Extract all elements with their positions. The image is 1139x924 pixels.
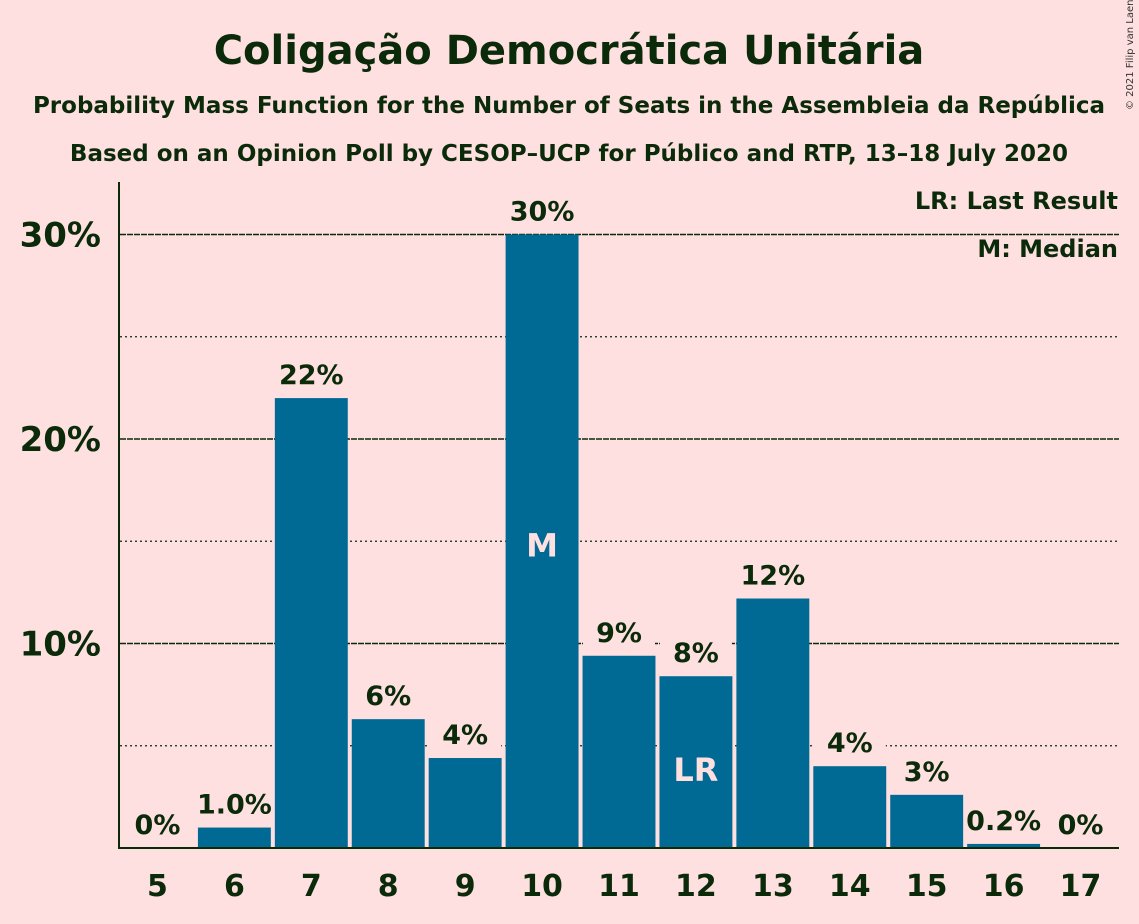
x-tick-label: 14 <box>829 869 871 904</box>
bar-11 <box>582 655 656 848</box>
value-label-14: 4% <box>827 728 873 759</box>
label-backdrop-11 <box>583 609 655 648</box>
label-backdrop-8 <box>352 673 425 712</box>
value-label-5: 0% <box>135 810 181 841</box>
median-marker: M <box>526 526 558 564</box>
bar-7 <box>274 398 348 848</box>
value-label-17: 0% <box>1058 810 1104 841</box>
bar-9 <box>428 758 502 848</box>
bar-12 <box>659 676 733 848</box>
legend-median: M: Median <box>977 235 1118 263</box>
value-label-8: 6% <box>365 681 411 712</box>
x-tick-label: 7 <box>301 869 322 904</box>
bar-6 <box>197 827 271 848</box>
bars <box>197 234 1041 848</box>
x-tick-label: 15 <box>906 869 948 904</box>
label-backdrop-6 <box>198 781 271 820</box>
label-backdrop-10 <box>506 188 579 227</box>
label-backdrop-14 <box>813 720 886 759</box>
y-tick-label: 20% <box>20 420 101 460</box>
value-label-16: 0.2% <box>966 806 1041 837</box>
x-tick-label: 13 <box>752 869 794 904</box>
value-label-13: 12% <box>741 561 806 592</box>
chart-subtitle-source: Based on an Opinion Poll by CESOP–UCP fo… <box>70 141 1068 167</box>
label-backdrop-12 <box>659 630 732 669</box>
x-tick-label: 12 <box>675 869 717 904</box>
legend-last-result: LR: Last Result <box>915 187 1118 215</box>
label-backdrop-15 <box>890 748 963 787</box>
y-tick-label: 10% <box>20 625 101 665</box>
label-backdrop-13 <box>736 552 809 591</box>
bar-10 <box>505 234 579 848</box>
x-tick-label: 6 <box>224 869 245 904</box>
bar-8 <box>351 719 425 848</box>
x-tick-label: 16 <box>983 869 1025 904</box>
chart-title: Coligação Democrática Unitária <box>214 28 925 74</box>
x-tick-label: 5 <box>147 869 168 904</box>
x-tick-label: 9 <box>455 869 476 904</box>
label-backdrop-7 <box>275 352 348 391</box>
last-result-marker: LR <box>673 751 718 789</box>
value-label-11: 9% <box>596 618 642 649</box>
y-tick-label: 30% <box>20 216 101 256</box>
x-tick-label: 8 <box>378 869 399 904</box>
y-axis-ticks: 10% 20% 30% <box>20 216 101 665</box>
value-label-15: 3% <box>904 757 950 788</box>
value-label-7: 22% <box>279 360 344 391</box>
value-labels: 0% 1.0% 22% 6% 4% 30% M 9% 8% LR 12% 4% 3% 0.2% 0% <box>135 188 1104 841</box>
value-label-10: 30% <box>510 197 575 228</box>
copyright-notice: © 2021 Filip van Laenen <box>1125 0 1136 110</box>
x-tick-label: 10 <box>521 869 563 904</box>
label-backdrop-16 <box>967 797 1040 836</box>
label-backdrop-9 <box>429 712 502 751</box>
value-label-6: 1.0% <box>197 790 272 821</box>
bar-14 <box>813 766 887 848</box>
bar-16 <box>967 843 1041 848</box>
bar-13 <box>736 598 810 848</box>
value-label-12: 8% <box>673 638 719 669</box>
x-tick-label: 11 <box>598 869 640 904</box>
chart-subtitle: Probability Mass Function for the Number… <box>33 93 1105 119</box>
bar-15 <box>890 794 964 848</box>
x-axis-ticks: 5 6 7 8 9 10 11 12 13 14 15 16 17 <box>147 869 1101 904</box>
x-tick-label: 17 <box>1060 869 1102 904</box>
value-label-9: 4% <box>442 720 488 751</box>
